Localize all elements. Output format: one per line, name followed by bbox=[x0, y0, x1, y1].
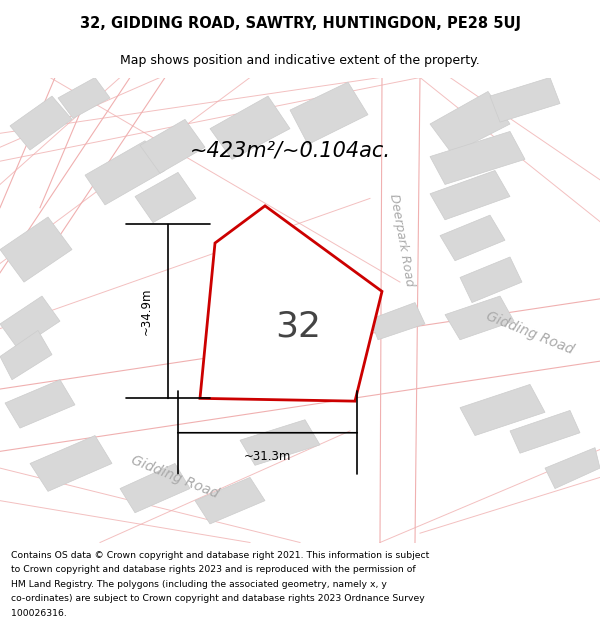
Polygon shape bbox=[210, 96, 290, 159]
Polygon shape bbox=[440, 215, 505, 261]
Text: 100026316.: 100026316. bbox=[11, 609, 67, 618]
Polygon shape bbox=[0, 296, 60, 349]
Text: ~31.3m: ~31.3m bbox=[244, 449, 291, 462]
Polygon shape bbox=[290, 82, 368, 144]
Polygon shape bbox=[380, 78, 450, 542]
Polygon shape bbox=[58, 78, 110, 118]
Polygon shape bbox=[195, 478, 265, 524]
Polygon shape bbox=[445, 296, 514, 340]
Polygon shape bbox=[85, 141, 165, 205]
Polygon shape bbox=[5, 380, 75, 428]
Polygon shape bbox=[140, 119, 205, 173]
Text: Gidding Road: Gidding Road bbox=[484, 309, 576, 358]
Polygon shape bbox=[430, 171, 510, 220]
Text: ~34.9m: ~34.9m bbox=[139, 288, 152, 335]
Polygon shape bbox=[200, 206, 382, 401]
Text: ~423m²/~0.104ac.: ~423m²/~0.104ac. bbox=[190, 140, 391, 160]
Polygon shape bbox=[510, 411, 580, 453]
Text: co-ordinates) are subject to Crown copyright and database rights 2023 Ordnance S: co-ordinates) are subject to Crown copyr… bbox=[11, 594, 425, 603]
Polygon shape bbox=[240, 420, 320, 465]
Text: Contains OS data © Crown copyright and database right 2021. This information is : Contains OS data © Crown copyright and d… bbox=[11, 551, 429, 560]
Polygon shape bbox=[120, 464, 190, 512]
Text: Gidding Road: Gidding Road bbox=[129, 454, 221, 501]
Polygon shape bbox=[460, 384, 545, 436]
Polygon shape bbox=[135, 173, 196, 222]
Polygon shape bbox=[490, 78, 560, 122]
Polygon shape bbox=[0, 331, 52, 380]
Polygon shape bbox=[430, 131, 525, 184]
Polygon shape bbox=[0, 217, 72, 282]
Polygon shape bbox=[430, 91, 510, 154]
Text: 32: 32 bbox=[275, 309, 322, 344]
Polygon shape bbox=[10, 96, 72, 150]
Polygon shape bbox=[0, 299, 600, 451]
Text: Deerpark Road: Deerpark Road bbox=[388, 193, 416, 288]
Polygon shape bbox=[0, 78, 95, 208]
Text: HM Land Registry. The polygons (including the associated geometry, namely x, y: HM Land Registry. The polygons (includin… bbox=[11, 579, 386, 589]
Text: to Crown copyright and database rights 2023 and is reproduced with the permissio: to Crown copyright and database rights 2… bbox=[11, 565, 415, 574]
Polygon shape bbox=[370, 302, 425, 340]
Polygon shape bbox=[460, 257, 522, 302]
Text: 32, GIDDING ROAD, SAWTRY, HUNTINGDON, PE28 5UJ: 32, GIDDING ROAD, SAWTRY, HUNTINGDON, PE… bbox=[79, 16, 521, 31]
Polygon shape bbox=[0, 78, 165, 272]
Text: Map shows position and indicative extent of the property.: Map shows position and indicative extent… bbox=[120, 54, 480, 67]
Polygon shape bbox=[30, 436, 112, 491]
Polygon shape bbox=[545, 448, 600, 489]
